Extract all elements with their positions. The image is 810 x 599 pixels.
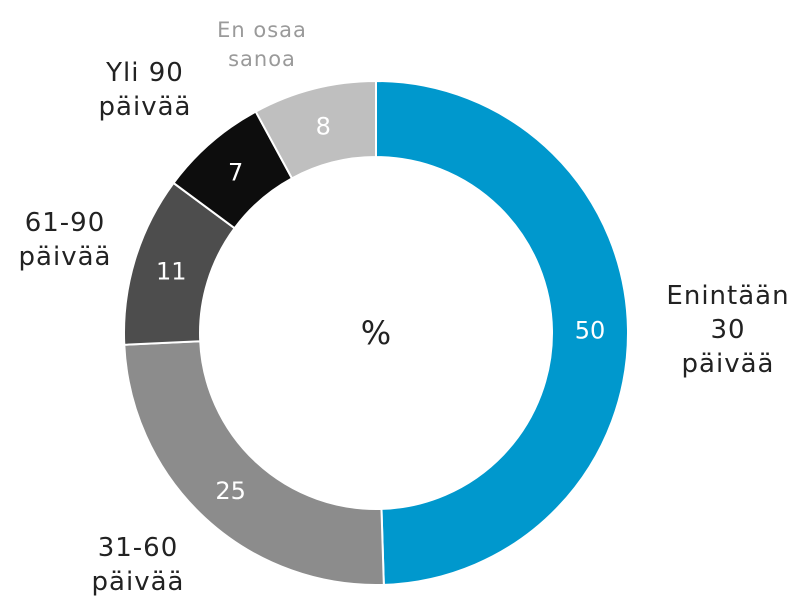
category-label: En osaa sanoa <box>217 18 307 71</box>
value-label: 11 <box>156 258 187 286</box>
donut-segment <box>254 79 377 180</box>
value-label: 7 <box>228 158 243 186</box>
value-label: 8 <box>316 113 331 141</box>
value-label: 25 <box>215 477 246 505</box>
category-label: 31-60 päivää <box>91 533 185 597</box>
center-label: % <box>361 314 391 352</box>
category-label: 61-90 päivää <box>18 208 112 272</box>
donut-segment <box>375 79 629 586</box>
donut-segment <box>123 340 385 586</box>
category-label: Yli 90 päivää <box>98 58 192 122</box>
value-label: 50 <box>575 317 606 345</box>
category-label: Enintään 30 päivää <box>666 281 790 379</box>
